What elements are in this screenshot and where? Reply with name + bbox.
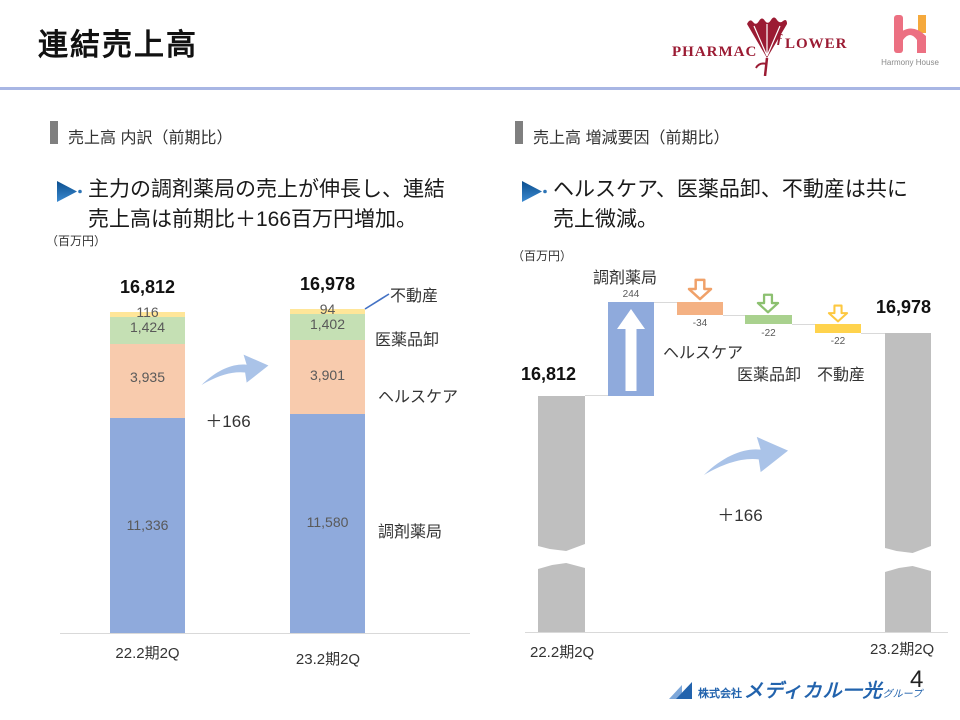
- realestate-pointer-line: [364, 293, 390, 310]
- waterfall-realestate-bar: [815, 324, 861, 333]
- bar2-healthcare-segment: [290, 340, 365, 414]
- left-section-title: 売上高 内訳（前期比）: [68, 130, 233, 147]
- footer-company-name: 株式会社 メディカル一光 グループ: [698, 676, 922, 703]
- bar1-wholesale-value: 1,424: [129, 319, 166, 335]
- connector-line: [792, 324, 815, 325]
- pharmacy-flower-logo-text-left: PHARMAC: [672, 44, 758, 60]
- left-unit-label: （百万円）: [46, 234, 107, 248]
- bar2-pharmacy-value: 11,580: [306, 514, 349, 530]
- bar1-realestate-segment: [110, 312, 185, 317]
- waterfall-end-bar-lower: [885, 566, 931, 632]
- growth-arrow-icon: [703, 436, 789, 476]
- legend-pharmacy: 調剤薬局: [378, 524, 443, 541]
- bar2-wholesale-value: 1,402: [309, 316, 346, 332]
- harmony-house-caption: Harmony House: [881, 58, 939, 67]
- pharmacy-flower-logo-text-right: LOWER: [785, 36, 848, 52]
- bar1-wholesale-segment: [110, 317, 185, 344]
- bar1-healthcare-value: 3,935: [129, 369, 166, 385]
- down-arrow-icon: [827, 304, 849, 323]
- waterfall-pharmacy-value: 244: [622, 289, 640, 300]
- bar2-total: 16,978: [299, 274, 356, 294]
- bar1-healthcare-segment: [110, 344, 185, 418]
- waterfall-end-total: 16,978: [876, 297, 932, 317]
- page-title: 連結売上高: [38, 29, 198, 62]
- footer-company-suffix: グループ: [882, 689, 923, 700]
- right-bullet-text: ヘルスケア、医薬品卸、不動産は共に 売上微減。: [553, 175, 948, 235]
- stacked-bar-chart: 16,812 116 1,424 3,935 11,336 16,978 94 …: [0, 0, 480, 680]
- right-bullet-line2: 売上微減。: [553, 208, 658, 231]
- right-section-marker: [515, 121, 523, 144]
- bar2-wholesale-segment: [290, 314, 365, 340]
- right-unit-label: （百万円）: [512, 249, 573, 263]
- bar2-healthcare-value: 3,901: [309, 367, 346, 383]
- connector-line: [654, 302, 677, 303]
- growth-arrow-icon: [201, 354, 269, 385]
- play-bullet-icon: [522, 181, 547, 202]
- left-bullet-line2: 売上高は前期比＋166百万円増加。: [88, 208, 418, 231]
- waterfall-realestate-label: 不動産: [817, 367, 866, 384]
- right-delta-label: ＋166: [717, 506, 763, 525]
- harmony-house-logo: Harmony House: [878, 14, 942, 72]
- up-arrow-icon: [617, 309, 645, 391]
- legend-healthcare: ヘルスケア: [378, 389, 459, 406]
- down-arrow-icon: [687, 278, 713, 301]
- waterfall-start-total: 16,812: [521, 364, 577, 384]
- connector-line: [585, 395, 608, 396]
- left-delta-label: ＋166: [205, 412, 251, 431]
- left-axis-label-1: 22.2期2Q: [115, 645, 180, 662]
- bar2-realestate-segment: [290, 309, 365, 314]
- flower-icon: [747, 17, 787, 76]
- connector-line: [861, 333, 885, 334]
- title-divider: [0, 87, 960, 90]
- waterfall-wholesale-label: 医薬品卸: [737, 367, 802, 384]
- right-bullet-line1: ヘルスケア、医薬品卸、不動産は共に: [553, 178, 908, 201]
- pharmacy-flower-logo-f: ƒ: [776, 32, 783, 47]
- footer-company-main: メディカル一光: [744, 681, 883, 702]
- waterfall-pharmacy-bar: [608, 302, 654, 396]
- right-section-title: 売上高 増減要因（前期比）: [533, 130, 730, 147]
- waterfall-healthcare-label: ヘルスケア: [663, 345, 744, 362]
- footer-company-prefix: 株式会社: [698, 688, 742, 700]
- left-bullet-text: 主力の調剤薬局の売上が伸長し、連結 売上高は前期比＋166百万円増加。: [88, 175, 478, 235]
- footer-logo-icon: [669, 681, 692, 699]
- right-axis-label-end: 23.2期2Q: [870, 641, 935, 658]
- bar1-total: 16,812: [119, 277, 176, 297]
- connector-line: [723, 315, 745, 316]
- waterfall-wholesale-bar: [745, 315, 792, 324]
- bar2-pharmacy-segment: [290, 414, 365, 633]
- play-bullet-icon: [57, 181, 82, 202]
- waterfall-start-bar-upper: [538, 396, 585, 551]
- legend-wholesale: 医薬品卸: [375, 332, 440, 349]
- footer-logo: 株式会社 メディカル一光 グループ: [668, 676, 922, 703]
- waterfall-wholesale-value: -22: [761, 328, 776, 339]
- waterfall-end-bar-upper: [885, 333, 931, 553]
- bar1-realestate-value: 116: [136, 304, 159, 320]
- bar1-pharmacy-segment: [110, 418, 185, 633]
- left-chart-baseline: [60, 633, 470, 634]
- waterfall-chart: 16,812 調剤薬局 244 -34 ヘルスケア -22 医薬品卸: [480, 0, 960, 680]
- waterfall-pharmacy-label: 調剤薬局: [593, 270, 658, 287]
- waterfall-healthcare-bar: [677, 302, 723, 315]
- left-section-marker: [50, 121, 58, 144]
- waterfall-start-bar-lower: [538, 563, 585, 632]
- down-arrow-icon: [756, 293, 780, 314]
- right-chart-baseline: [525, 632, 948, 633]
- bar1-pharmacy-value: 11,336: [126, 517, 169, 533]
- right-axis-label-start: 22.2期2Q: [530, 644, 595, 661]
- left-bullet-line1: 主力の調剤薬局の売上が伸長し、連結: [88, 178, 445, 201]
- harmony-house-icon: [894, 15, 926, 53]
- bar2-realestate-value: 94: [319, 301, 336, 317]
- legend-realestate: 不動産: [390, 288, 439, 305]
- left-axis-label-2: 23.2期2Q: [295, 651, 361, 668]
- pharmacy-flower-logo: PHARMAC ƒ LOWER: [672, 12, 847, 78]
- waterfall-healthcare-value: -34: [692, 318, 708, 329]
- page-number: 4: [910, 666, 924, 693]
- waterfall-realestate-value: -22: [830, 336, 846, 347]
